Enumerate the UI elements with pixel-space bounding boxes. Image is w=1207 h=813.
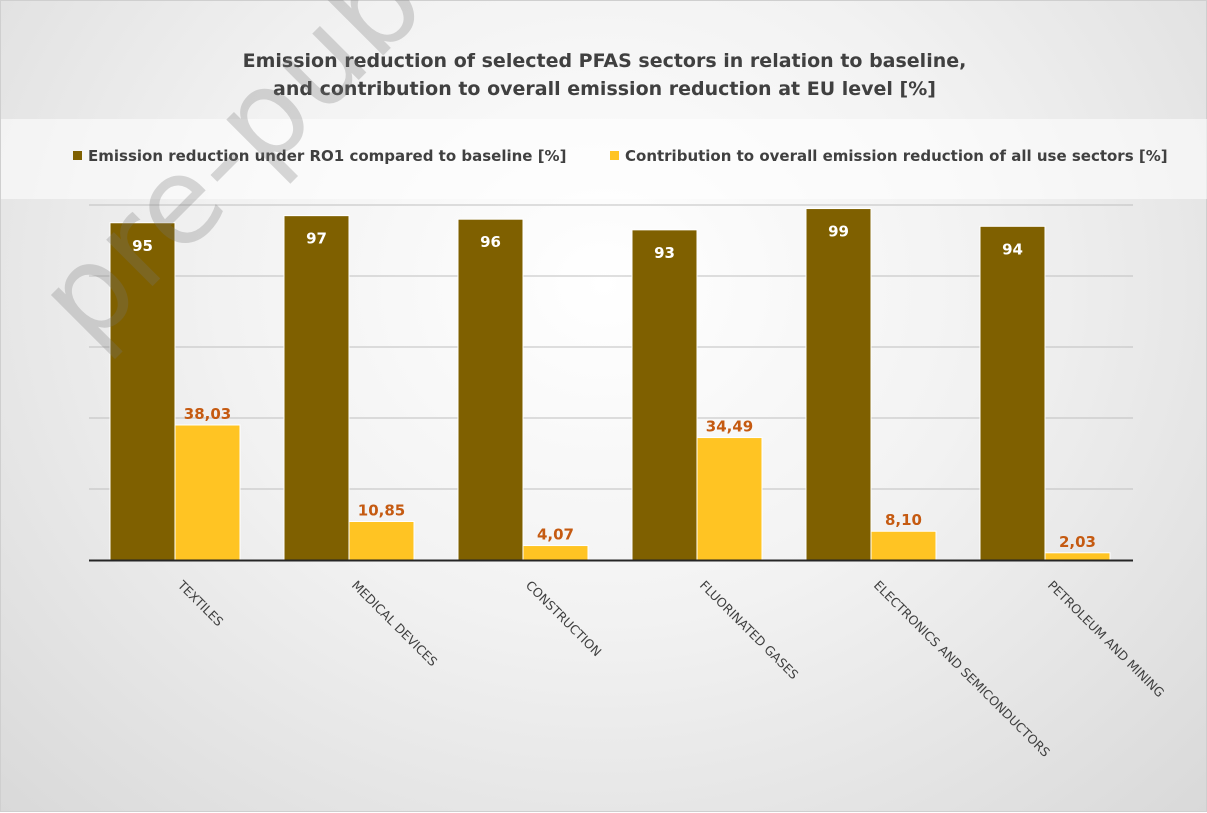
bar-series-2: [696, 437, 763, 561]
legend-label-series-2: Contribution to overall emission reducti…: [625, 147, 1168, 165]
data-label-series-2: 38,03: [184, 405, 231, 423]
bar-series-1: [979, 225, 1046, 561]
data-label-series-1: 94: [1002, 240, 1023, 258]
data-label-series-1: 96: [480, 233, 501, 251]
bar-series-1: [631, 229, 698, 561]
legend-swatch-series-2: [610, 151, 619, 160]
category-label: TEXTILES: [174, 577, 226, 629]
bar-series-2: [174, 424, 241, 561]
data-label-series-1: 95: [132, 237, 153, 255]
bar-series-1: [109, 222, 176, 561]
data-label-series-1: 97: [306, 230, 327, 248]
data-label-series-2: 10,85: [358, 501, 405, 519]
legend-label-series-1: Emission reduction under RO1 compared to…: [88, 147, 567, 165]
category-label: ELECTRONICS AND SEMICONDUCTORS: [871, 578, 1053, 760]
bar-series-2: [522, 545, 589, 561]
bar-series-2: [870, 530, 937, 561]
category-label: MEDICAL DEVICES: [349, 578, 441, 670]
legend-band: [1, 119, 1207, 199]
data-label-series-1: 99: [828, 223, 849, 241]
category-label: PETROLEUM AND MINING: [1045, 578, 1168, 701]
category-label: FLUORINATED GASES: [697, 578, 802, 683]
bar-series-1: [457, 218, 524, 561]
chart-title: Emission reduction of selected PFAS sect…: [1, 47, 1207, 103]
data-label-series-1: 93: [654, 244, 675, 262]
data-label-series-2: 4,07: [537, 526, 574, 544]
legend-item-series-1: Emission reduction under RO1 compared to…: [73, 147, 566, 165]
bar-series-2: [1044, 552, 1111, 561]
category-label: CONSTRUCTION: [523, 578, 605, 660]
bar-series-1: [283, 215, 350, 561]
legend-swatch-series-1: [73, 151, 82, 160]
chart-title-line-1: Emission reduction of selected PFAS sect…: [242, 50, 967, 72]
data-label-series-2: 8,10: [885, 511, 922, 529]
bar-series-2: [348, 520, 415, 561]
data-label-series-2: 2,03: [1059, 533, 1096, 551]
chart-title-line-2: and contribution to overall emission red…: [273, 78, 936, 100]
legend-item-series-2: Contribution to overall emission reducti…: [610, 147, 1168, 165]
bar-series-1: [805, 208, 872, 561]
data-label-series-2: 34,49: [706, 418, 753, 436]
